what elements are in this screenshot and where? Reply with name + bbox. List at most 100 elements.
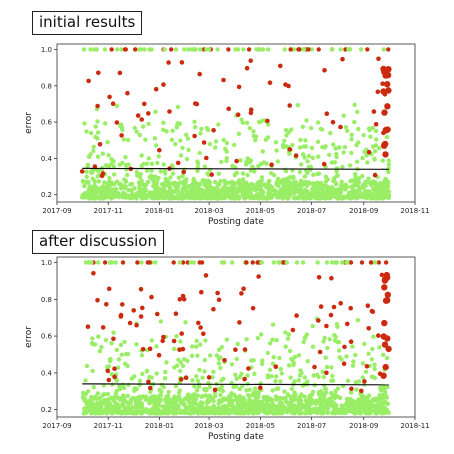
green-point (185, 195, 190, 200)
y-tick-label: 0.4 (41, 369, 53, 377)
green-point (83, 391, 89, 397)
green-point (290, 181, 295, 186)
green-point (81, 47, 87, 52)
green-point (303, 138, 308, 143)
green-point (109, 372, 114, 377)
green-point (95, 168, 101, 173)
green-point (121, 137, 127, 142)
green-point (274, 338, 279, 343)
red-point (117, 70, 123, 76)
green-point (232, 392, 237, 397)
red-point (203, 273, 209, 278)
green-point (123, 179, 128, 184)
red-point (106, 377, 112, 383)
green-point (334, 151, 339, 157)
green-point (255, 410, 261, 416)
red-point (147, 346, 153, 352)
green-point (180, 173, 185, 179)
green-point (294, 260, 300, 265)
green-point (343, 402, 349, 407)
red-point (135, 260, 140, 265)
green-point (350, 185, 355, 191)
data-points (80, 260, 392, 416)
x-axis-label: Posting date (208, 217, 264, 227)
green-point (275, 159, 280, 164)
green-point (323, 386, 328, 392)
green-point (351, 399, 356, 404)
green-point (247, 397, 252, 402)
green-point (121, 410, 126, 415)
green-point (119, 352, 125, 357)
green-point (367, 399, 373, 405)
green-point (270, 388, 275, 393)
red-point (138, 286, 144, 292)
green-point (95, 391, 101, 396)
green-point (315, 180, 320, 186)
green-point (125, 393, 130, 398)
green-point (274, 374, 279, 379)
green-point (289, 127, 294, 132)
green-point (178, 360, 184, 365)
green-point (230, 403, 236, 409)
red-point (198, 325, 203, 330)
green-point (161, 162, 166, 167)
green-point (244, 189, 250, 195)
green-point (290, 143, 295, 148)
green-point (89, 407, 94, 412)
green-point (242, 411, 247, 416)
red-point (112, 374, 117, 380)
red-point (178, 377, 184, 382)
green-point (376, 402, 381, 408)
green-point (328, 402, 333, 408)
green-point (220, 388, 226, 394)
green-point (82, 121, 87, 126)
red-point (383, 260, 389, 265)
green-point (106, 364, 112, 369)
green-point (309, 145, 315, 151)
green-point (224, 158, 229, 164)
green-point (114, 179, 120, 184)
green-point (236, 178, 242, 183)
y-tick-label: 0.8 (41, 82, 52, 90)
red-point (111, 336, 116, 342)
green-point (96, 334, 101, 339)
green-point (322, 335, 327, 341)
red-point (331, 304, 337, 310)
green-point (245, 156, 250, 161)
green-point (87, 260, 92, 265)
green-point (121, 385, 127, 391)
green-point (356, 126, 361, 132)
green-point (330, 373, 335, 379)
green-point (218, 392, 223, 397)
green-point (209, 185, 214, 191)
red-point (169, 47, 174, 52)
green-point (164, 394, 169, 399)
red-point (173, 311, 179, 316)
y-tick-label: 0.6 (41, 333, 53, 341)
green-point (198, 47, 203, 52)
green-point (267, 341, 273, 346)
green-point (265, 135, 271, 140)
red-point (258, 385, 263, 391)
green-point (86, 154, 92, 159)
green-point (111, 330, 116, 335)
plot-area-border (56, 256, 416, 418)
green-point (164, 404, 169, 410)
green-point (277, 190, 283, 196)
green-point (274, 397, 279, 403)
green-point (198, 131, 203, 136)
x-tick-label: 2018-03 (194, 422, 223, 430)
green-point (129, 409, 134, 415)
green-point (149, 192, 155, 197)
red-point (246, 47, 252, 52)
green-point (334, 321, 340, 327)
green-point (89, 190, 95, 196)
green-point (354, 159, 360, 164)
green-point (217, 190, 223, 195)
red-point (366, 149, 372, 155)
green-point (298, 137, 303, 143)
green-point (163, 178, 168, 183)
green-point (354, 195, 359, 201)
green-point (300, 196, 306, 201)
green-point (376, 145, 382, 151)
